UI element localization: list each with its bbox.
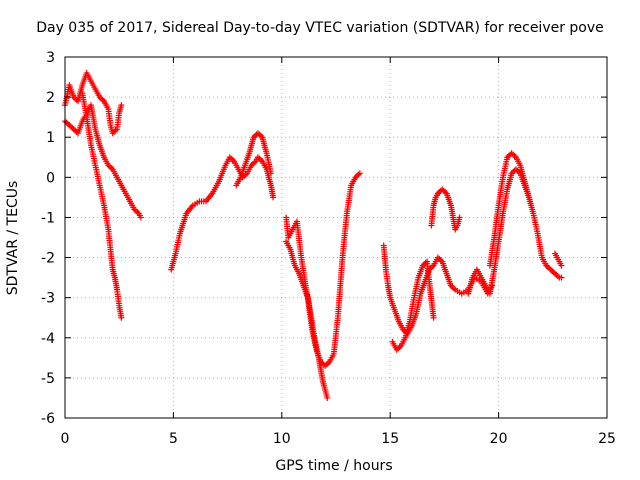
x-axis-ticks: 0 5 10 15 20 25	[61, 57, 616, 447]
plot-frame	[64, 56, 608, 419]
grid	[65, 57, 607, 418]
y-tick-label: 0	[46, 170, 55, 186]
data-point	[430, 314, 437, 321]
series-seg7	[283, 170, 363, 369]
data-point	[356, 170, 363, 177]
x-tick-label: 15	[381, 431, 399, 447]
chart-title: Day 035 of 2017, Sidereal Day-to-day VTE…	[36, 20, 604, 36]
data-point	[137, 214, 144, 221]
series-seg12	[486, 150, 532, 269]
data-point	[558, 274, 565, 281]
series-seg8	[380, 242, 496, 337]
y-axis-label: SDTVAR / TECUs	[5, 181, 21, 296]
series-seg9	[389, 258, 437, 353]
data-point	[270, 194, 277, 201]
y-tick-label: 1	[46, 130, 55, 146]
y-tick-label: -3	[41, 291, 55, 307]
x-axis-label: GPS time / hours	[275, 458, 392, 474]
series-seg13	[551, 250, 565, 269]
series-seg1	[62, 70, 125, 137]
y-tick-label: -2	[41, 251, 55, 267]
series-seg6	[283, 214, 331, 401]
data-marks	[62, 70, 565, 401]
x-tick-label: 0	[61, 431, 70, 447]
y-tick-label: 2	[46, 90, 55, 106]
data-point	[118, 102, 125, 109]
y-tick-label: -1	[41, 210, 55, 226]
series-seg10	[428, 186, 463, 233]
series-seg5	[233, 130, 274, 189]
data-point	[118, 314, 125, 321]
y-tick-label: 3	[46, 50, 55, 66]
data-point	[267, 170, 274, 177]
data-point	[525, 194, 532, 201]
series-seg11	[465, 166, 565, 297]
x-tick-label: 5	[169, 431, 178, 447]
data-point	[558, 262, 565, 269]
y-axis-ticks: -6 -5 -4 -3 -2 -1 0 1 2 3	[41, 50, 607, 427]
series-seg4	[168, 154, 277, 273]
series-seg3	[79, 90, 125, 321]
y-tick-label: -4	[41, 331, 55, 347]
x-tick-label: 25	[598, 431, 616, 447]
x-tick-label: 20	[490, 431, 508, 447]
y-tick-label: -6	[41, 411, 55, 427]
data-point	[456, 214, 463, 221]
data-point	[324, 394, 331, 401]
x-tick-label: 10	[273, 431, 291, 447]
y-tick-label: -5	[41, 371, 55, 387]
